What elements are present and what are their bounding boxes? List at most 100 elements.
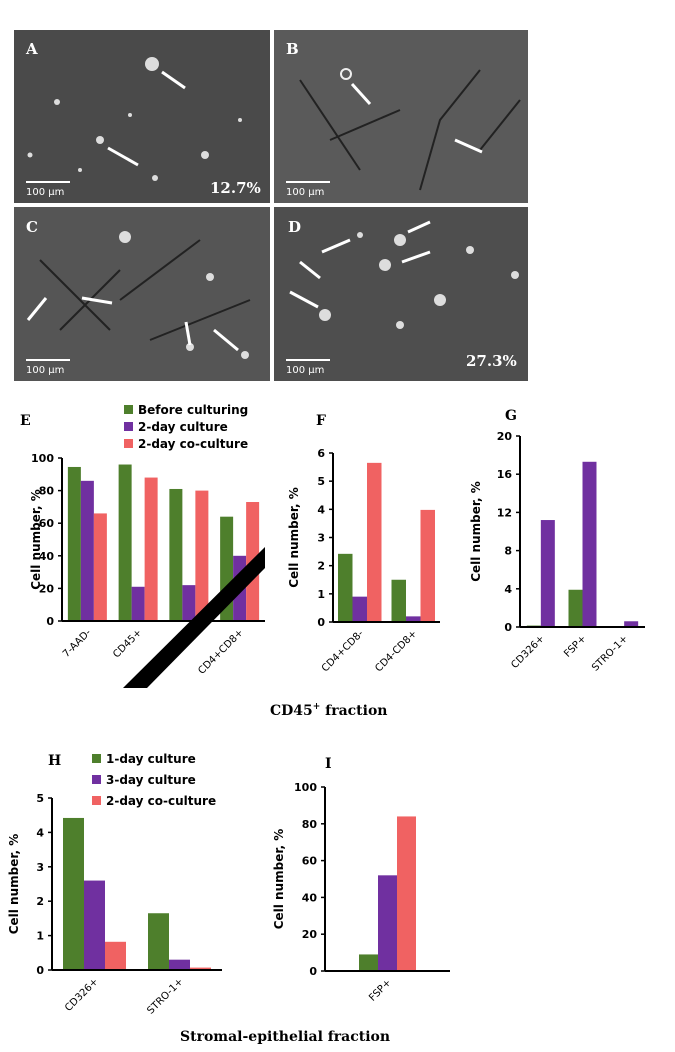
bar-green bbox=[338, 553, 353, 621]
x-tick-label: FSP+ bbox=[367, 977, 393, 1003]
y-tick-label: 80 bbox=[302, 818, 318, 831]
bar-red bbox=[190, 967, 211, 969]
x-tick-label: CD4+CD8- bbox=[320, 628, 366, 674]
panel-label: E bbox=[20, 413, 31, 429]
y-tick-label: 6 bbox=[317, 447, 325, 460]
bar-green bbox=[148, 913, 169, 969]
panel-label: I bbox=[325, 756, 332, 772]
legend-swatch bbox=[124, 405, 133, 414]
legend-label: 2-day co-culture bbox=[106, 794, 216, 808]
legend-label: 2-day culture bbox=[138, 420, 228, 434]
panel-label: G bbox=[505, 408, 517, 424]
panel-label: H bbox=[48, 753, 61, 769]
legend-label: 3-day culture bbox=[106, 773, 196, 787]
bar-purple bbox=[624, 621, 639, 626]
bar-purple bbox=[582, 461, 597, 626]
section-title-stromal: Stromal-epithelial fraction bbox=[180, 1029, 390, 1045]
micrograph-b: B 100 µm bbox=[274, 30, 528, 203]
y-tick-label: 100 bbox=[294, 781, 317, 794]
y-tick-label: 0 bbox=[309, 965, 317, 978]
y-axis-label: Cell number, % bbox=[287, 487, 301, 588]
bar-green bbox=[169, 488, 183, 620]
y-tick-label: 20 bbox=[497, 430, 513, 443]
y-tick-label: 1 bbox=[36, 930, 44, 943]
cells bbox=[319, 232, 519, 329]
legend-swatch bbox=[92, 775, 101, 784]
bar-purple bbox=[80, 480, 94, 620]
y-tick-label: 5 bbox=[36, 792, 44, 805]
bar-green bbox=[568, 589, 583, 626]
bar-purple bbox=[169, 959, 190, 969]
y-tick-label: 1 bbox=[317, 588, 325, 601]
percent-label: 27.3% bbox=[466, 352, 517, 370]
bar-green bbox=[63, 817, 84, 969]
y-axis-label: Cell number, % bbox=[469, 481, 483, 582]
y-tick-label: 0 bbox=[504, 621, 512, 634]
legend-label: Before culturing bbox=[138, 403, 248, 417]
bar-green bbox=[67, 466, 81, 620]
scale-label: 100 µm bbox=[26, 365, 64, 376]
y-tick-label: 60 bbox=[302, 855, 318, 868]
cells bbox=[299, 69, 521, 191]
y-tick-label: 12 bbox=[497, 506, 512, 519]
panel-label-a: A bbox=[25, 40, 38, 58]
micrograph-a: A 100 µm 12.7% bbox=[14, 30, 270, 203]
y-axis-label: Cell number, % bbox=[7, 834, 21, 935]
y-tick-label: 4 bbox=[36, 826, 44, 839]
chart-e: E 0 20 40 60 80 100 Cell number, % 7-AAD- CD45+ CD… bbox=[20, 403, 265, 677]
y-tick-label: 16 bbox=[497, 468, 513, 481]
bar-purple bbox=[182, 585, 196, 620]
legend-swatch bbox=[124, 422, 133, 431]
y-tick-label: 40 bbox=[302, 891, 318, 904]
y-tick-label: 4 bbox=[317, 503, 325, 516]
y-tick-label: 60 bbox=[39, 517, 55, 530]
x-tick-label: CD4-CD8+ bbox=[373, 628, 419, 674]
micrograph-d: D 100 µm 27.3% bbox=[274, 207, 528, 381]
x-tick-label: CD326+ bbox=[63, 976, 101, 1014]
micrograph-c: C 100 µm bbox=[14, 207, 270, 381]
x-tick-label: STRO-1+ bbox=[145, 976, 185, 1016]
chart-h: H 0 1 2 3 4 5 Cell number, % CD326+ STRO-1+ 1-day … bbox=[7, 752, 222, 1017]
chart-i: I 0 20 40 60 80 100 Cell number, % FSP+ bbox=[272, 756, 450, 1004]
y-tick-label: 3 bbox=[36, 861, 44, 874]
y-tick-label: 8 bbox=[504, 545, 512, 558]
bar-red bbox=[93, 513, 107, 620]
arrow-icon bbox=[289, 220, 431, 309]
y-axis-label: Cell number, % bbox=[272, 829, 286, 930]
bar-purple bbox=[406, 616, 421, 621]
bar-red bbox=[144, 477, 158, 620]
legend-swatch bbox=[92, 754, 101, 763]
chart-f: F 0 1 2 3 4 5 6 Cell number, % CD4+CD8- CD4-CD8+ bbox=[287, 413, 440, 674]
bar-purple bbox=[540, 520, 555, 626]
scale-label: 100 µm bbox=[286, 187, 324, 198]
y-tick-label: 80 bbox=[39, 485, 55, 498]
bar-red bbox=[195, 490, 209, 620]
bar-red bbox=[397, 816, 416, 970]
y-tick-label: 5 bbox=[317, 475, 325, 488]
y-axis-label: Cell number, % bbox=[29, 489, 43, 590]
y-tick-label: 0 bbox=[36, 964, 44, 977]
legend-swatch bbox=[124, 439, 133, 448]
arrow-icon bbox=[26, 296, 239, 352]
bar-purple bbox=[352, 596, 367, 621]
chart-g: G 0 4 8 12 16 20 Cell number, % CD326+ FSP+ STRO-1… bbox=[469, 408, 645, 674]
x-tick-label: CD45+ bbox=[111, 627, 144, 660]
y-tick-label: 3 bbox=[317, 532, 325, 545]
y-tick-label: 0 bbox=[46, 615, 54, 628]
panel-label: F bbox=[316, 413, 326, 429]
x-tick-label: 7-AAD- bbox=[61, 627, 94, 660]
redaction-bar bbox=[123, 547, 265, 688]
x-tick-label: CD326+ bbox=[509, 633, 547, 671]
bar-green bbox=[359, 954, 378, 970]
panel-label-b: B bbox=[286, 40, 299, 58]
bar-red bbox=[367, 462, 382, 621]
legend-label: 2-day co-culture bbox=[138, 437, 248, 451]
y-tick-label: 20 bbox=[302, 928, 318, 941]
section-title-cd45: CD45+ fraction bbox=[270, 702, 387, 719]
panel-label-c: C bbox=[26, 218, 38, 236]
y-tick-label: 20 bbox=[39, 582, 55, 595]
bar-green bbox=[118, 464, 132, 620]
y-tick-label: 40 bbox=[39, 550, 55, 563]
bar-purple bbox=[131, 586, 145, 620]
